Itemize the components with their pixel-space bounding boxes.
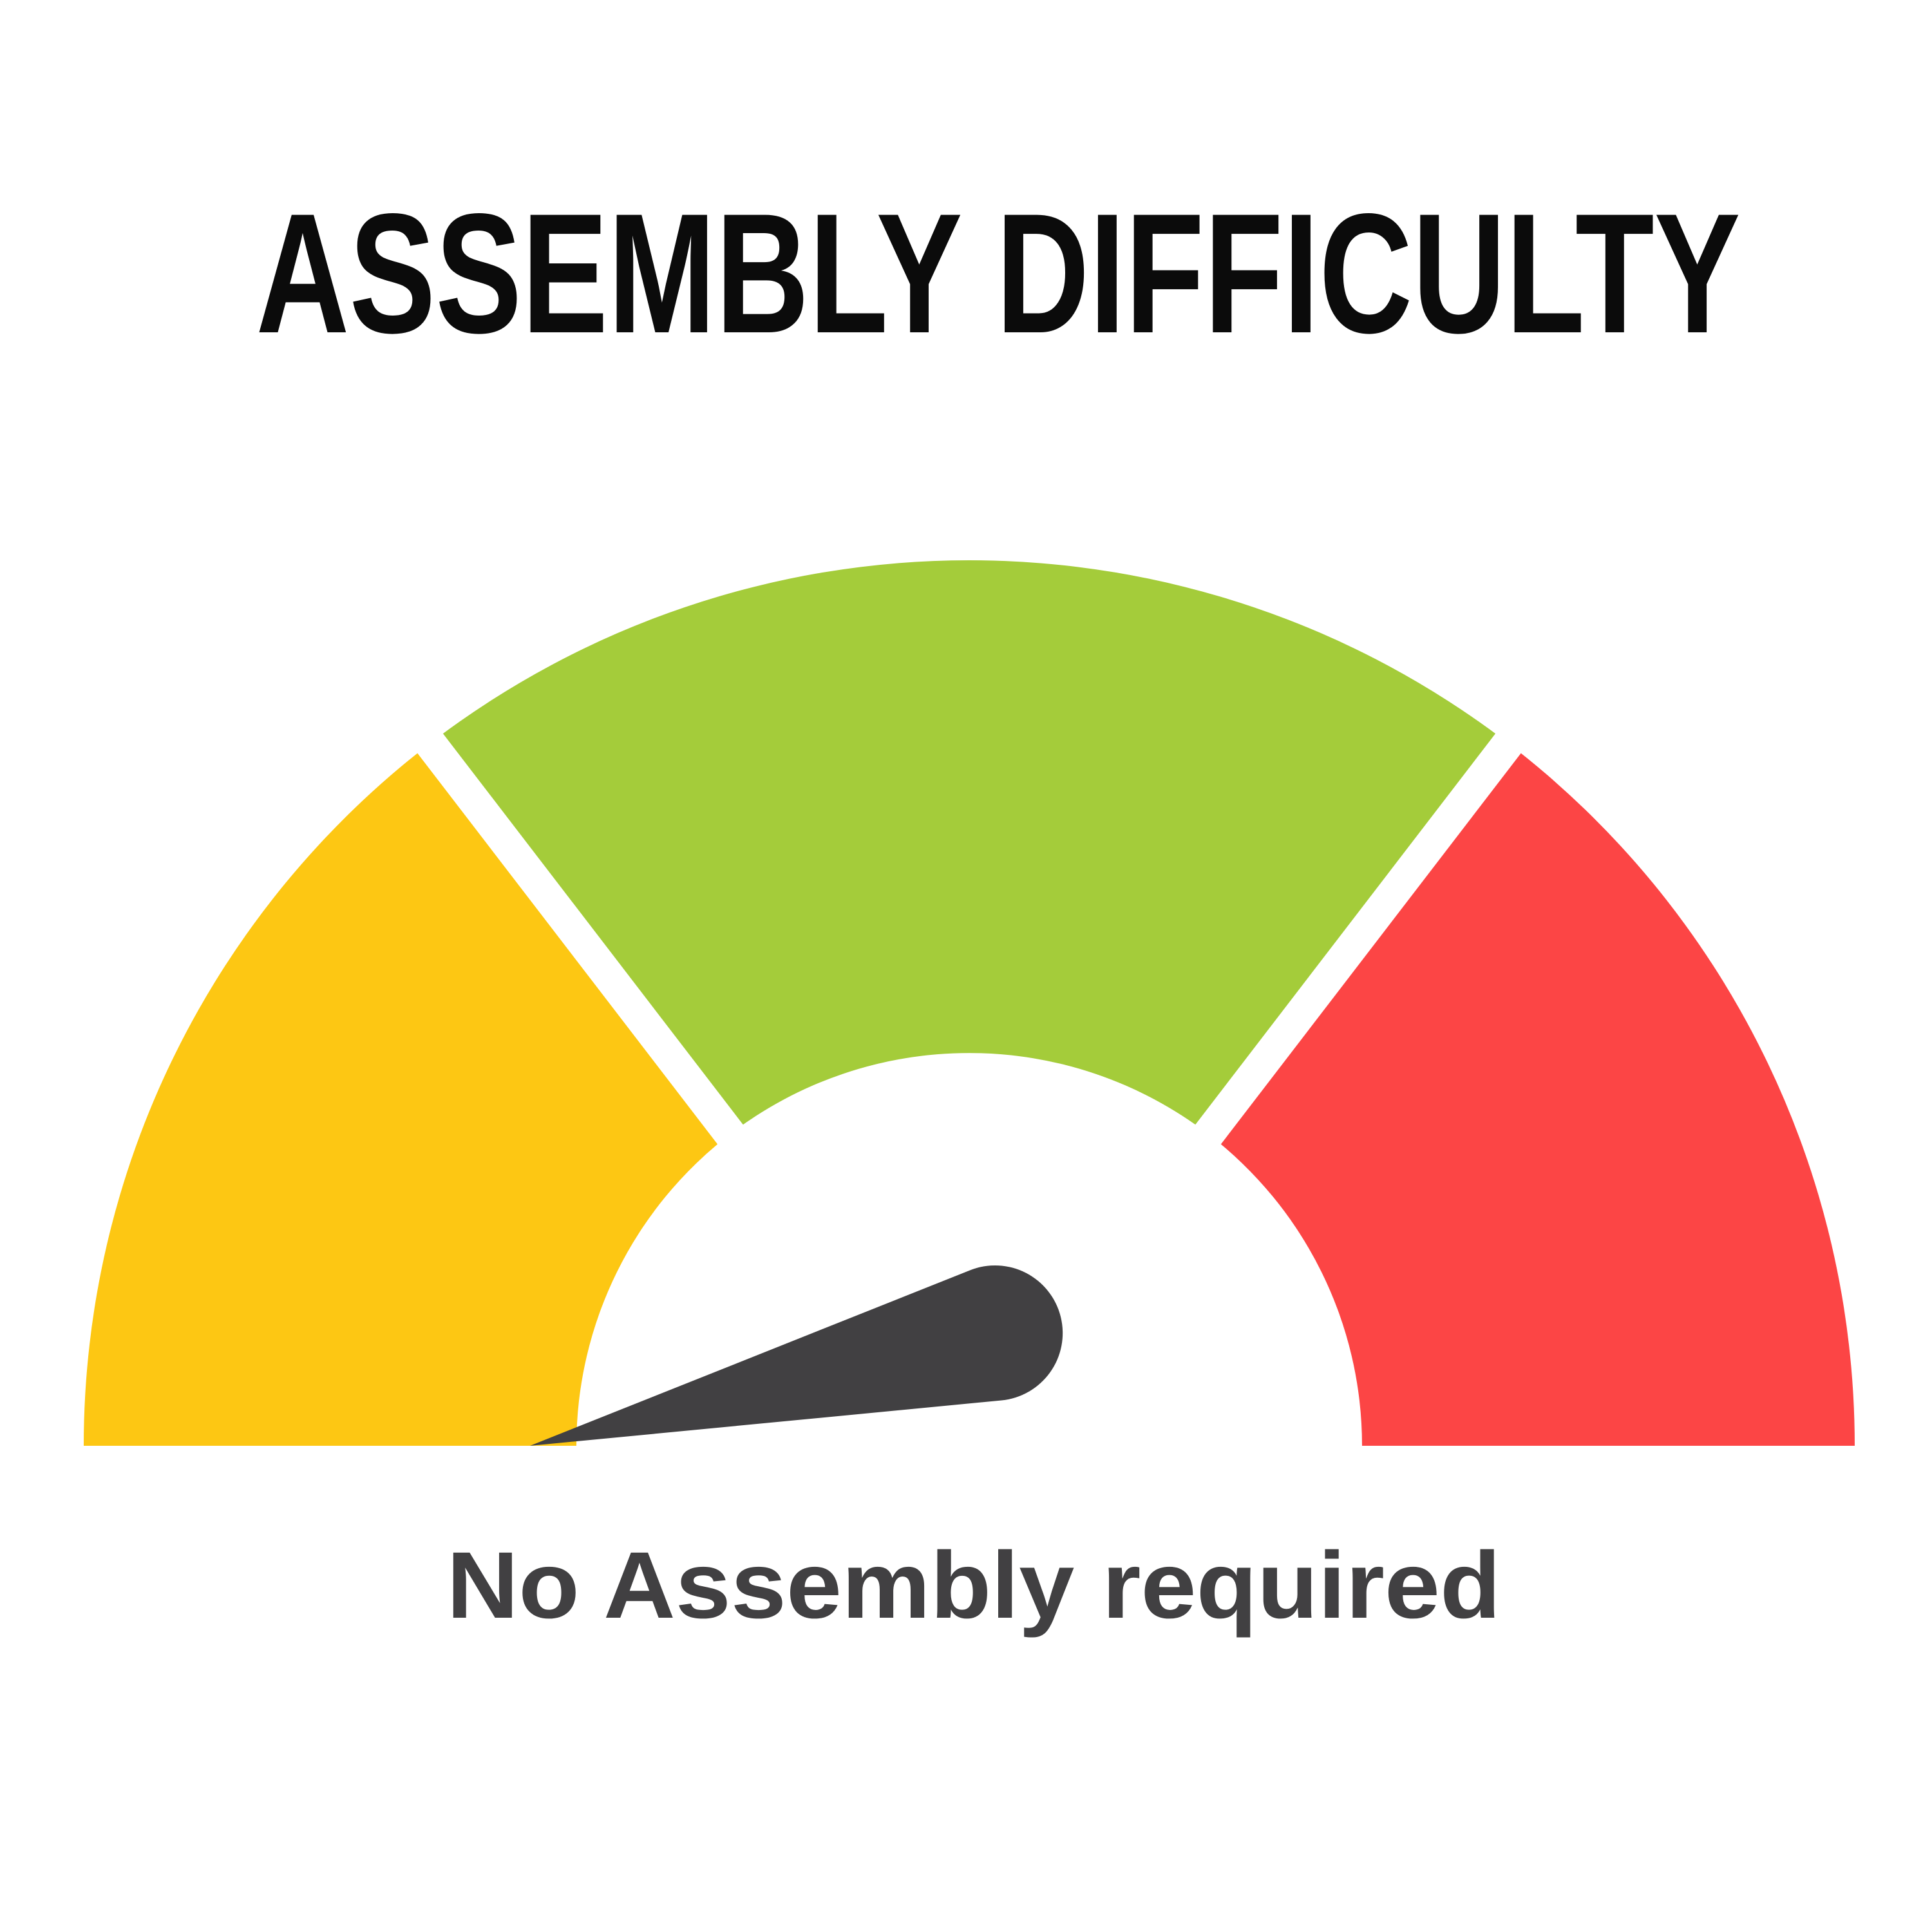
- gauge-dial: [84, 560, 1855, 1456]
- gauge-segment-high: [1208, 743, 1855, 1446]
- gauge-caption: No Assembly required: [447, 1533, 1501, 1638]
- gauge-segment-medium: [430, 560, 1508, 1135]
- gauge-needle: [530, 1265, 1063, 1446]
- gauge-segment-low: [84, 743, 730, 1446]
- gauge-separator-2: [956, 685, 1558, 1456]
- gauge-title: ASSEMBLY DIFFICULTY: [256, 178, 1741, 369]
